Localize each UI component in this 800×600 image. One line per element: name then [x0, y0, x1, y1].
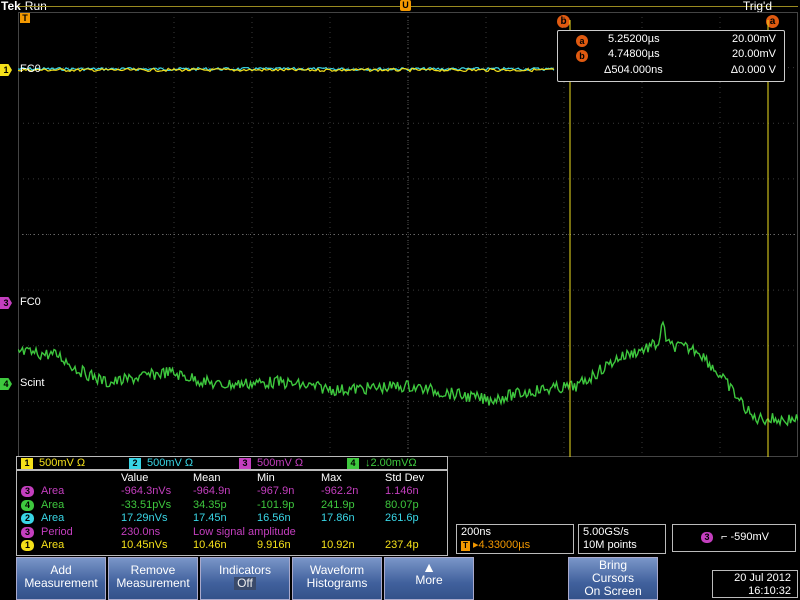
measurement-name: Area	[41, 539, 65, 551]
measurement-name: Area	[41, 498, 65, 511]
measurement-min: 9.916n	[257, 539, 291, 551]
measurement-mean: -964.9n	[193, 485, 231, 497]
measurement-row: 3 Area -964.3nVs -964.9n -967.9n -962.2n 1.146…	[17, 485, 447, 498]
measurement-max: 241.9p	[321, 498, 355, 511]
cursor-a-volt: 20.00mV	[731, 33, 776, 45]
measurement-value: 17.29nVs	[121, 512, 168, 524]
channel-4-trace	[18, 320, 798, 427]
brand-name: Tek	[1, 0, 21, 13]
remove-measurement-button[interactable]: Remove Measurement	[108, 557, 198, 600]
cursor-readout: a 5.25200µs 20.00mV b 4.74800µs 20.00mV …	[557, 30, 785, 82]
cursor-a-time: 5.25200µs	[608, 33, 660, 45]
measurement-max: 10.92n	[321, 539, 355, 551]
measurement-channel-icon: 3	[21, 486, 34, 497]
header-mean: Mean	[193, 472, 221, 484]
measurement-min: -101.9p	[257, 498, 295, 511]
trigger-glyph-icon: T	[461, 541, 470, 551]
cursor-b-volt: 20.00mV	[731, 48, 776, 60]
trigger-readout[interactable]: 3 ⌐ -590mV	[672, 524, 796, 552]
measurement-channel-icon: 4	[21, 499, 34, 511]
measurement-std-dev: 1.146n	[385, 485, 419, 497]
record-length: 10M points	[583, 539, 637, 551]
measurement-name: Area	[41, 485, 65, 497]
cursor-a-icon: a	[576, 35, 588, 47]
measurement-channel-icon: 1	[21, 540, 34, 551]
channel-4-scale[interactable]: 4 ↓2.00mVΩ	[347, 457, 417, 469]
measurement-max: -962.2n	[321, 485, 359, 497]
channel-3-label: FC0	[20, 296, 41, 308]
channel-1-marker[interactable]: 1	[0, 64, 12, 76]
measurement-value: 10.45nVs	[121, 539, 168, 551]
measurement-table: Value Mean Min Max Std Dev 3 Area -964.3nV…	[16, 470, 448, 556]
timebase-position: T ▸4.33000µs	[461, 539, 569, 552]
measurement-row: 2 Area 17.29nVs 17.45n 16.56n 17.86n 261.6p	[17, 512, 447, 525]
cursor-b-row: b 4.74800µs 20.00mV	[558, 48, 784, 63]
measurement-std-dev: 261.6p	[385, 512, 419, 524]
measurement-row: 4 Area -33.51pVs 34.35p -101.9p 241.9p 80.07p	[17, 499, 447, 512]
measurement-value: -33.51pVs	[121, 498, 172, 511]
trigger-position-marker[interactable]: U	[400, 0, 411, 11]
header-min: Min	[257, 472, 275, 484]
header-value: Value	[121, 472, 149, 484]
measurement-std-dev: 237.4p	[385, 539, 419, 551]
cursor-a-marker[interactable]: a	[766, 15, 779, 28]
add-measurement-button[interactable]: Add Measurement	[16, 557, 106, 600]
status-bar: Tek Run U Trig'd	[0, 0, 800, 13]
time: 16:10:32	[748, 585, 791, 597]
measurement-min: 16.56n	[257, 512, 291, 524]
header-std-dev: Std Dev	[385, 472, 425, 484]
acquisition-readout[interactable]: 5.00GS/s 10M points	[578, 524, 666, 554]
measurement-mean: 10.46n	[193, 539, 227, 551]
date-time: 20 Jul 2012 16:10:32	[712, 570, 798, 598]
measurement-mean: 34.35p	[193, 498, 227, 511]
cursor-b-time: 4.74800µs	[608, 48, 660, 60]
channel-4-marker[interactable]: 4	[0, 378, 12, 390]
measurement-name: Period	[41, 525, 73, 538]
channel-2-scale[interactable]: 2 500mV Ω	[129, 457, 193, 469]
cursor-b-marker[interactable]: b	[557, 15, 570, 28]
cursor-delta-row: Δ504.000ns Δ0.000 V	[558, 64, 784, 79]
measurement-min: -967.9n	[257, 485, 295, 497]
cursor-delta-time: Δ504.000ns	[604, 64, 663, 76]
channel-1-label: FC0	[20, 63, 41, 75]
measurement-value: 230.0ns	[121, 525, 161, 538]
cursor-delta-volt: Δ0.000 V	[730, 64, 776, 76]
channel-3-scale[interactable]: 3 500mV Ω	[239, 457, 303, 469]
sample-rate: 5.00GS/s	[583, 526, 629, 538]
date: 20 Jul 2012	[734, 572, 791, 584]
trigger-status: Trig'd	[742, 0, 772, 13]
timebase-scale: 200ns	[461, 526, 491, 538]
timebase-readout[interactable]: 200ns T ▸4.33000µs	[456, 524, 574, 554]
channel-1-scale[interactable]: 1 500mV Ω	[21, 457, 85, 469]
channel-4-label: Scint	[20, 377, 45, 389]
measurement-std-dev: 80.07p	[385, 498, 419, 511]
measurement-mean: 17.45n	[193, 512, 227, 524]
indicators-button[interactable]: Indicators Off	[200, 557, 290, 600]
channel-3-marker[interactable]: 3	[0, 297, 12, 309]
measurement-mean: Low signal amplitude	[193, 525, 296, 538]
waveform-histograms-button[interactable]: Waveform Histograms	[292, 557, 382, 600]
cursor-a-row: a 5.25200µs 20.00mV	[558, 33, 784, 48]
menu-button-bar: Add Measurement Remove Measurement Indicat…	[0, 557, 800, 600]
trigger-level: ⌐ -590mV	[721, 531, 769, 543]
measurement-name: Area	[41, 512, 65, 524]
measurement-channel-icon: 2	[21, 513, 34, 524]
more-arrow-icon: ▲	[422, 559, 436, 575]
more-button[interactable]: ▲ More	[384, 557, 474, 600]
measurement-max: 17.86n	[321, 512, 355, 524]
channel-scale-bar: 1 500mV Ω 2 500mV Ω 3 500mV Ω 4 ↓2.00mVΩ	[16, 456, 448, 470]
bring-cursors-on-screen-button[interactable]: Bring Cursors On Screen	[568, 557, 658, 600]
measurement-header: Value Mean Min Max Std Dev	[17, 472, 447, 485]
measurement-row: 3 Period 230.0ns Low signal amplitude	[17, 526, 447, 539]
measurement-row: 1 Area 10.45nVs 10.46n 9.916n 10.92n 237.4p	[17, 539, 447, 552]
header-max: Max	[321, 472, 342, 484]
cursor-b-icon: b	[576, 50, 588, 62]
trigger-time-marker-icon: T	[20, 13, 30, 23]
measurement-channel-icon: 3	[21, 526, 34, 538]
measurement-value: -964.3nVs	[121, 485, 172, 497]
channel-1-trace	[18, 67, 555, 73]
trigger-source-icon: 3	[701, 532, 713, 543]
